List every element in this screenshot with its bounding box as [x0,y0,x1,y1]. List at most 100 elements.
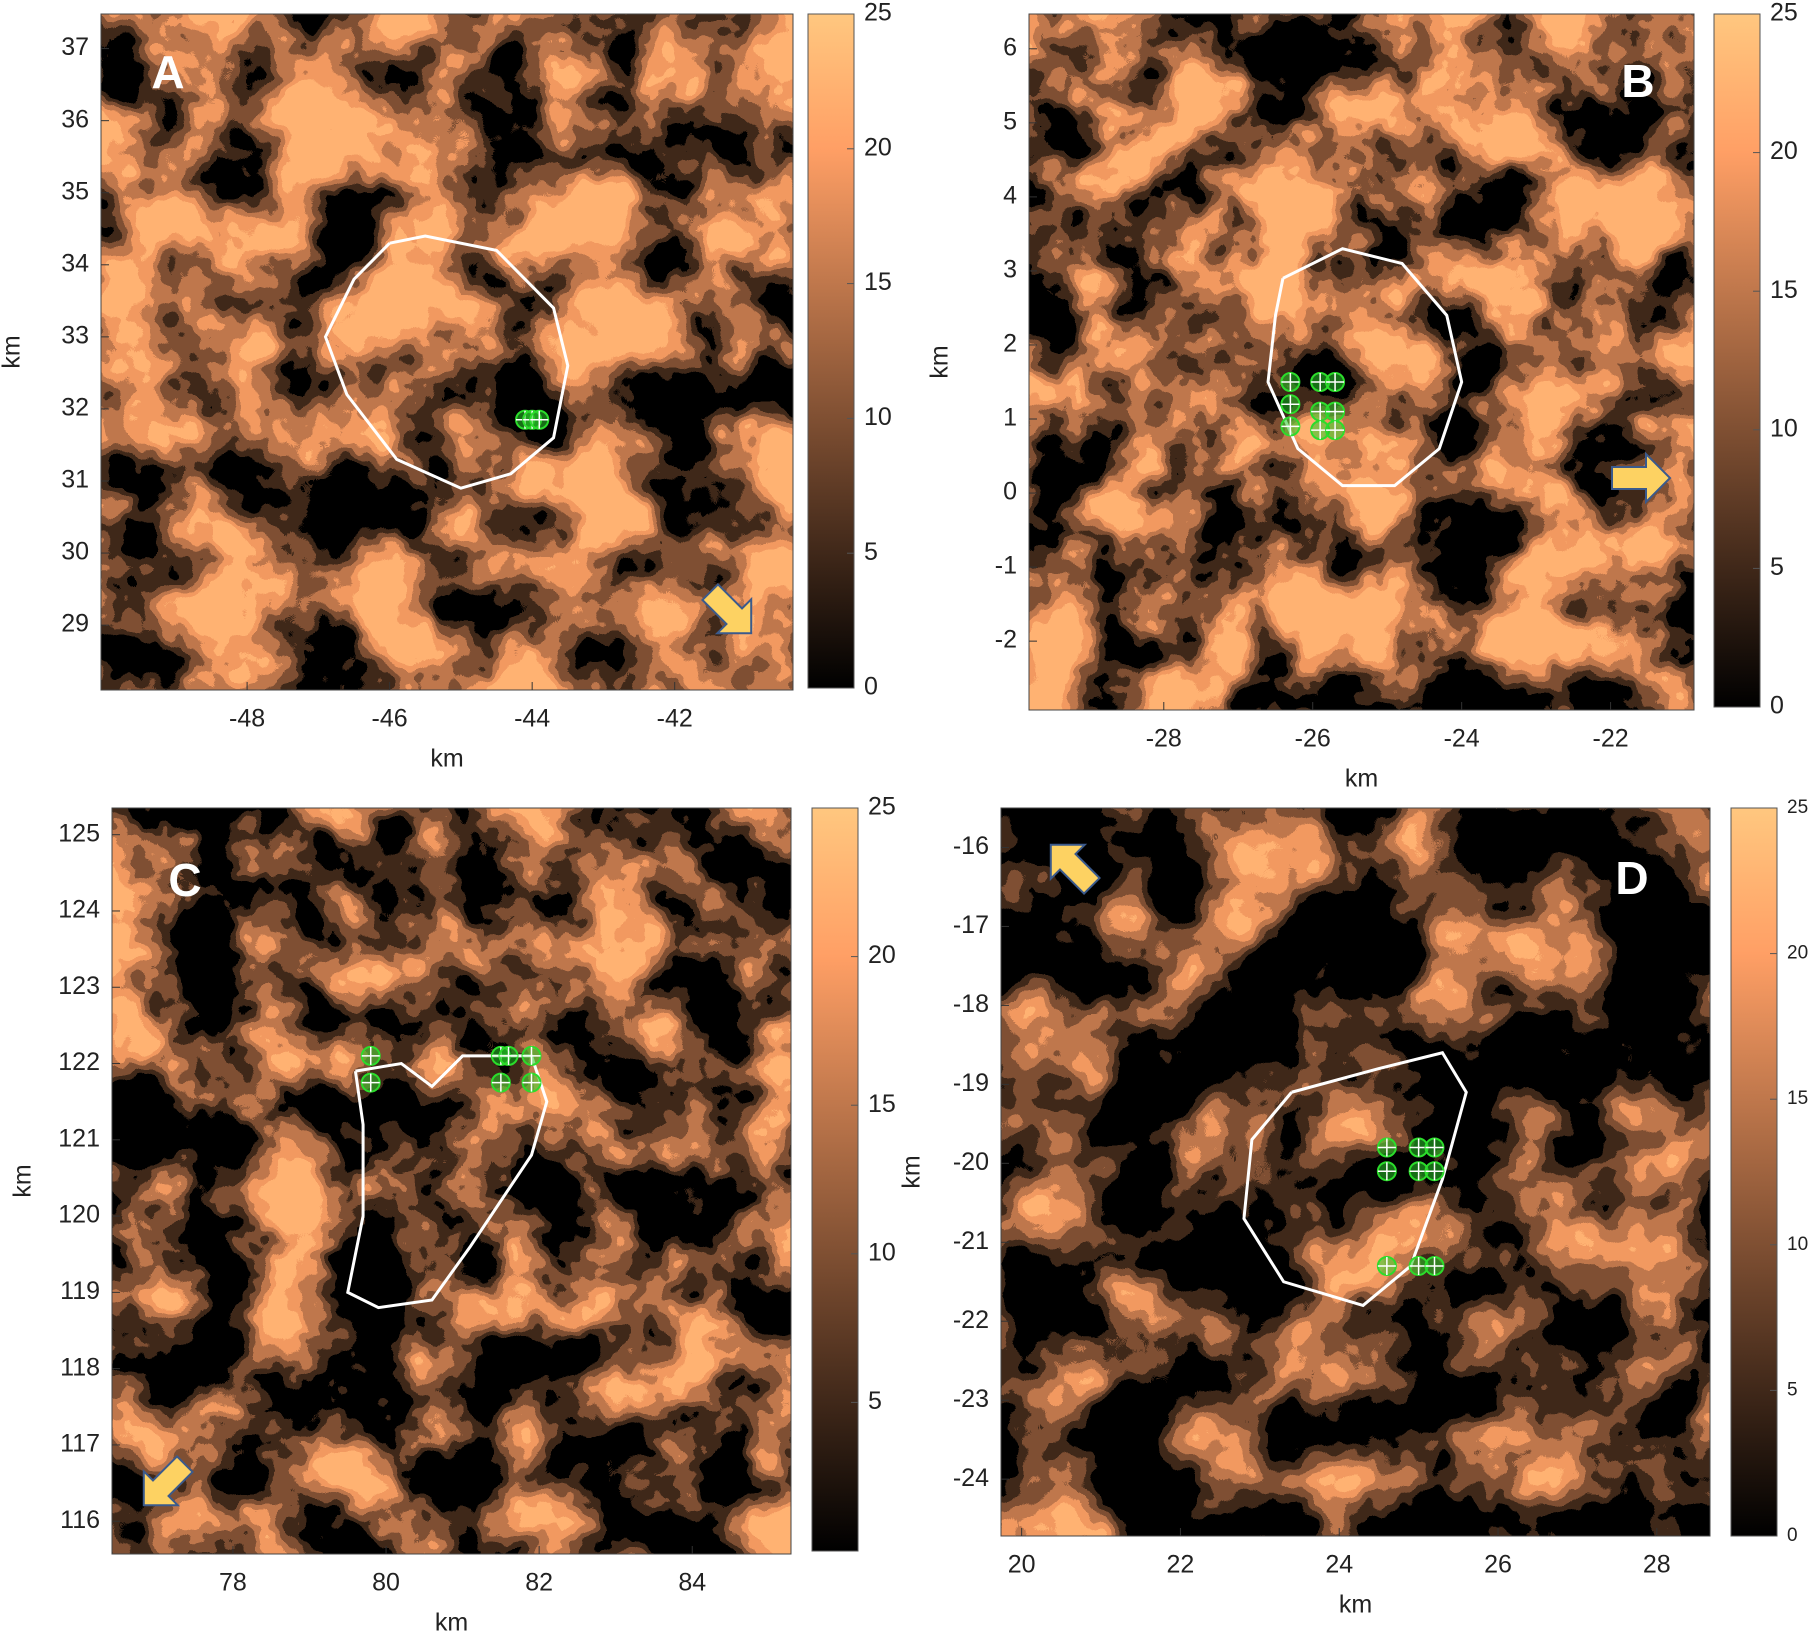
x-tick-label: 80 [372,1569,400,1597]
marker [1424,1137,1445,1158]
x-tick-label: 22 [1167,1551,1195,1579]
colorbar-tick-label: 5 [864,538,878,566]
marker [1376,1137,1397,1158]
x-tick-label: -44 [514,705,550,733]
y-tick-label: 3 [1003,256,1017,284]
colorbar-tick-label: 25 [864,0,892,27]
marker [1424,1255,1445,1276]
y-tick-label: 36 [61,105,89,133]
y-tick-label: 122 [58,1048,100,1076]
plot-frame [1028,13,1695,711]
marker-cross [1377,1162,1396,1181]
colorbar-tick-label: 20 [1770,137,1798,165]
colorbar-tick-label: 5 [1787,1379,1798,1400]
x-tick-label: -24 [1444,725,1480,753]
marker [1280,371,1301,392]
panel-letter: D [1615,852,1648,904]
x-axis-label: km [1345,765,1378,793]
x-tick-label: -26 [1295,725,1331,753]
y-tick-label: -17 [953,911,989,939]
marker [1325,371,1346,392]
x-tick-label: -42 [657,705,693,733]
y-tick-label: -16 [953,832,989,860]
colorbar-tick-label: 20 [868,941,896,969]
x-tick-label: 28 [1643,1551,1671,1579]
colorbar-tick-label: 10 [1787,1234,1808,1255]
x-tick-label: 20 [1008,1551,1036,1579]
marker-cross [1326,402,1345,421]
y-tick-label: 117 [60,1430,100,1458]
y-axis-label: km [898,1155,926,1188]
colorbar-tick-label: 15 [864,268,892,296]
y-tick-label: -22 [953,1306,989,1334]
panel-letter: A [151,46,184,98]
marker [1325,420,1346,441]
marker-cross [1377,1256,1396,1275]
colorbar-tick-label: 0 [864,673,878,701]
marker [1325,401,1346,422]
y-tick-label: 0 [1003,478,1017,506]
y-tick-label: 125 [58,819,100,847]
colorbar-tick-label: 20 [1787,943,1808,964]
y-tick-label: -24 [953,1464,989,1492]
marker [1376,1255,1397,1276]
marker-cross [1425,1138,1444,1157]
x-tick-label: -48 [229,705,265,733]
x-tick-label: 84 [678,1569,706,1597]
y-tick-label: 4 [1003,181,1017,209]
plot-layer [323,234,570,490]
colorbar-tick-label: 10 [868,1238,896,1266]
y-tick-label: 118 [60,1353,100,1381]
marker [1376,1161,1397,1182]
colorbar-tick-label: 5 [1770,553,1784,581]
marker [360,1045,381,1066]
y-tick-label: 2 [1003,330,1017,358]
direction-arrow [1611,451,1672,505]
marker [1280,394,1301,415]
marker-cross [1425,1256,1444,1275]
y-tick-label: 6 [1003,33,1017,61]
y-tick-label: -2 [995,626,1017,654]
x-tick-label: -28 [1146,725,1182,753]
colorbar-tick-label: 25 [1770,0,1798,27]
marker-cross [522,1073,541,1092]
plot-layer [1266,247,1464,488]
marker-cross [1281,395,1300,414]
y-tick-label: 34 [61,249,89,277]
x-axis-label: km [435,1609,468,1637]
x-tick-label: 24 [1325,1551,1353,1579]
surface-map [101,14,793,690]
colorbar-tick-label: 15 [868,1090,896,1118]
colorbar-tick-label: 25 [868,793,896,821]
x-axis-label: km [430,745,463,773]
colorbar [1713,13,1761,708]
colorbar-tick-label: 25 [1787,797,1808,818]
y-tick-label: 35 [61,177,89,205]
crater-outline [346,1054,549,1310]
colorbar [807,13,855,689]
x-axis-label: km [1339,1591,1372,1619]
plot-frame [1000,807,1711,1537]
marker-cross [1281,372,1300,391]
y-tick-label: 32 [61,394,89,422]
x-tick-label: -46 [372,705,408,733]
colorbar-tick-label: 5 [868,1387,882,1415]
y-tick-label: 120 [58,1201,100,1229]
y-tick-label: 37 [61,33,89,61]
colorbar-tick-label: 15 [1770,276,1798,304]
marker-cross [530,410,549,429]
x-tick-label: 78 [219,1569,247,1597]
colorbar-tick-label: 15 [1787,1088,1808,1109]
direction-arrow [1049,843,1101,895]
marker-cross [1326,372,1345,391]
crater-outline [1266,247,1464,488]
marker [1424,1161,1445,1182]
marker [1310,420,1331,441]
surface-map [112,808,791,1554]
y-tick-label: 123 [58,972,100,1000]
marker [529,409,550,430]
direction-arrow [142,1455,194,1507]
y-tick-label: 116 [60,1506,100,1534]
y-tick-label: -20 [953,1148,989,1176]
